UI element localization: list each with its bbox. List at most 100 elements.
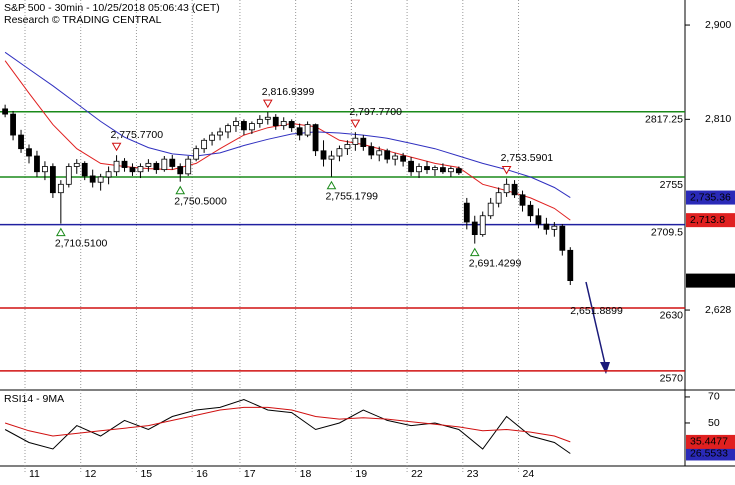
candle-body (73, 162, 80, 167)
trough-label: 2,755.1799 (325, 191, 378, 203)
candle-body (352, 137, 359, 145)
candle-body (360, 137, 367, 147)
candle-body (193, 148, 200, 160)
candle-body (42, 166, 48, 173)
candle-body (543, 223, 550, 230)
level-label: 2709.5 (651, 226, 683, 238)
candle-body (2, 108, 9, 115)
candle-body (320, 150, 327, 160)
rsi-line (4, 406, 571, 443)
candle-body (479, 215, 486, 236)
rsi-title: RSI14 - 9MA (4, 393, 64, 405)
candle-body (169, 158, 176, 167)
candle-body (432, 167, 438, 171)
chart-title: S&P 500 - 30min - 10/25/2018 05:06:43 (C… (4, 2, 220, 14)
candle-body (551, 225, 558, 230)
price-tag (686, 273, 735, 288)
candle-body (248, 123, 255, 131)
peak-marker (111, 142, 122, 152)
x-tick-label: 16 (196, 468, 208, 480)
candle-body (81, 162, 88, 177)
candle-body (89, 175, 96, 183)
candle-body (567, 249, 574, 282)
level-label: 2630 (660, 310, 684, 322)
candle-body (217, 131, 223, 136)
level-label: 2755 (660, 179, 684, 191)
candle-body (26, 148, 32, 157)
candle-body (113, 160, 120, 173)
candle-body (384, 150, 391, 160)
candle-body (57, 183, 64, 194)
level-label: 2817.25 (645, 114, 683, 126)
peak-marker (501, 165, 512, 175)
price-tag-label: 2,713.8 (690, 214, 725, 226)
candle-body (288, 121, 295, 129)
candle-body (153, 162, 160, 171)
candle-body (201, 139, 208, 150)
candle-body (447, 168, 454, 173)
price-tag-label: 2,656.1 (690, 274, 725, 286)
candle-body (336, 148, 343, 157)
trough-label: 2,710.5100 (55, 237, 108, 249)
candle-body (328, 155, 335, 160)
candle-body (416, 166, 422, 173)
candle-body (312, 124, 319, 152)
candle-body (121, 160, 128, 168)
trough-marker (469, 247, 480, 257)
price-tag (686, 190, 735, 205)
peak-label: 2,753.5901 (501, 152, 554, 164)
candle-body (535, 215, 542, 225)
candle-body (304, 124, 311, 136)
candle-body (400, 155, 407, 162)
x-tick-label: 17 (244, 468, 256, 480)
candle-body (209, 134, 215, 141)
candle-body (344, 144, 351, 150)
trough-marker (55, 227, 66, 237)
candle-body (49, 166, 56, 194)
projection-arrowhead (600, 362, 610, 374)
candle-body (424, 166, 430, 171)
y-tick-label: 2,628 (705, 304, 731, 316)
candle-body (185, 158, 192, 175)
rsi-tag (686, 434, 735, 449)
candle-body (487, 202, 494, 217)
candle-body (559, 225, 566, 251)
candle-body (161, 158, 168, 171)
candle-body (519, 194, 526, 206)
chart-subtitle: Research © TRADING CENTRAL (4, 14, 162, 26)
rsi-tag-label: 35.4477 (690, 436, 728, 448)
y-tick-label: 2,900 (705, 19, 731, 31)
candle-body (440, 167, 446, 173)
candle-body (511, 183, 518, 196)
candle-body (97, 176, 104, 183)
candle-body (177, 166, 184, 175)
candle-body (256, 118, 263, 124)
x-tick-label: 11 (29, 468, 40, 480)
candle-body (137, 166, 144, 173)
x-tick-label: 22 (411, 468, 423, 480)
candle-body (392, 155, 399, 160)
candle-body (463, 202, 470, 223)
x-tick-label: 19 (355, 468, 367, 480)
y-tick-label: 2,810 (705, 113, 731, 125)
candle-body (280, 121, 287, 127)
price-tag (686, 213, 735, 228)
candle-body (408, 160, 414, 173)
rsi-tick-label: 70 (708, 391, 720, 403)
candle-body (105, 171, 112, 178)
trough-label: 2,750.5000 (174, 195, 227, 207)
x-tick-label: 23 (467, 468, 479, 480)
trough-marker (175, 185, 186, 195)
rsi-tag-label: 26.5533 (690, 447, 728, 459)
candle-body (129, 167, 136, 173)
rsi-tick-label: 50 (708, 417, 720, 429)
x-tick-label: 24 (523, 468, 535, 480)
moving-average (4, 51, 571, 199)
candle-body (527, 204, 534, 217)
trough-marker (326, 180, 337, 190)
candle-body (241, 121, 247, 131)
peak-label: 2,797.7700 (349, 106, 402, 118)
candle-body (272, 116, 279, 127)
